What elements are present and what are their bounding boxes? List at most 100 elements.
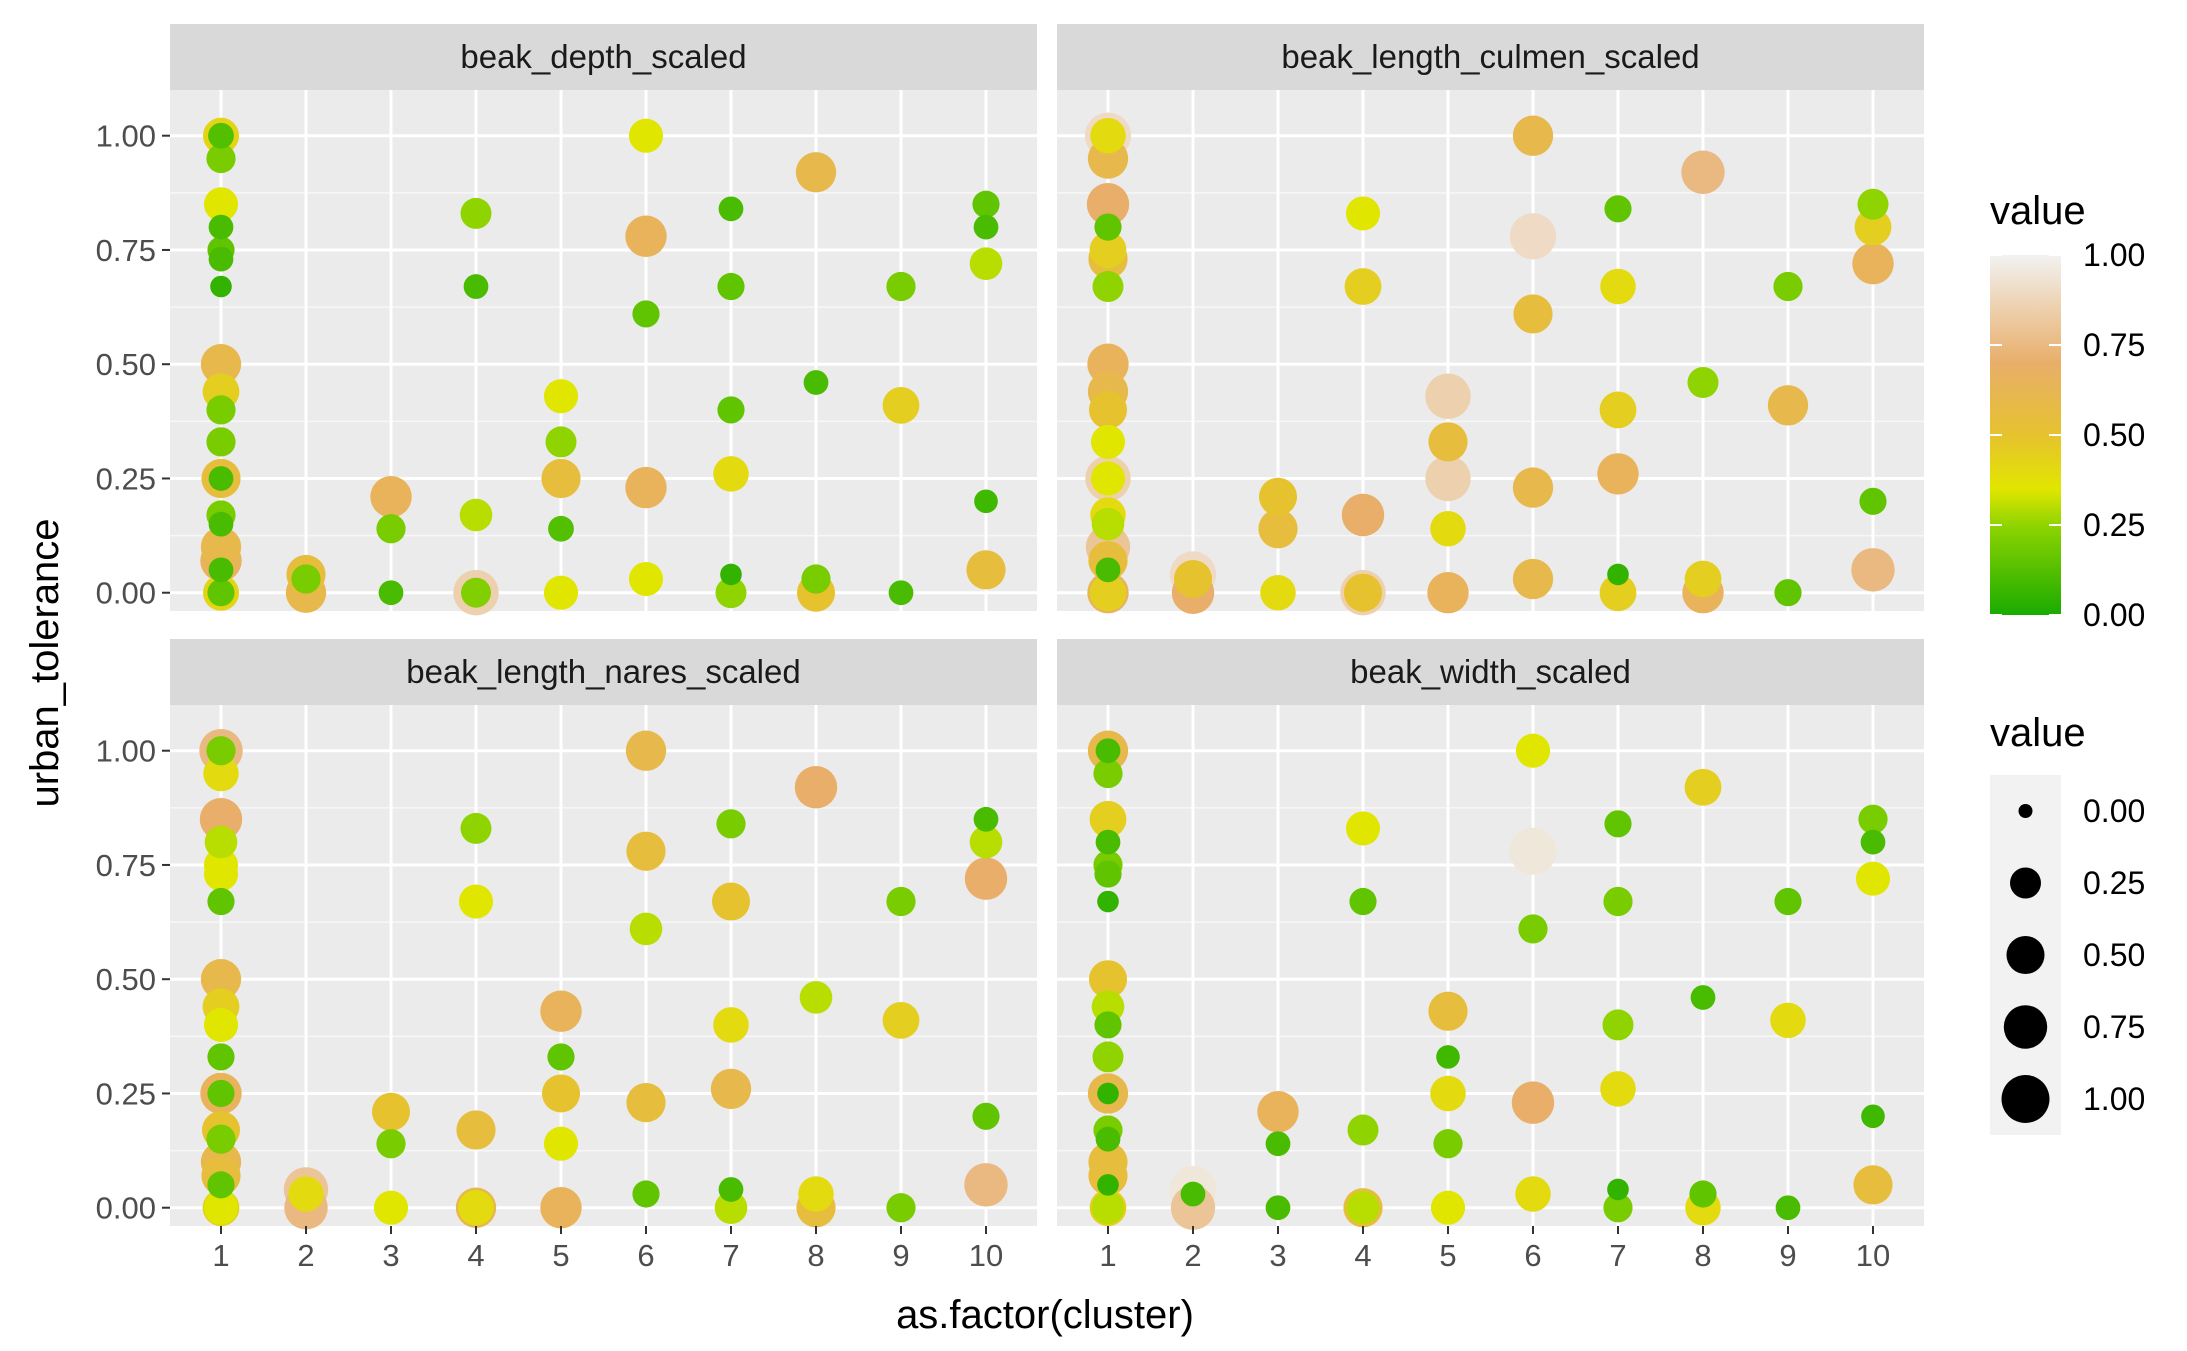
data-point [203, 1007, 239, 1042]
size-legend-label: 1.00 [2083, 1081, 2145, 1117]
data-point [1095, 1126, 1121, 1152]
data-point [1600, 268, 1636, 305]
data-point [1091, 1191, 1125, 1225]
data-point [207, 887, 235, 916]
data-point [1509, 213, 1557, 260]
points-layer [199, 728, 1008, 1230]
data-point [1345, 811, 1381, 846]
facet-panel: beak_width_scaled 1 2 3 4 5 6 7 8 9 10 [1057, 639, 1924, 1273]
data-point [1265, 1131, 1291, 1157]
data-point [715, 577, 747, 609]
y-tick-label: 1.00 [96, 734, 156, 769]
size-legend-point [2006, 935, 2045, 975]
data-point [1857, 188, 1889, 220]
x-tick-label: 7 [1609, 1238, 1626, 1273]
data-point [203, 187, 239, 222]
data-point [1091, 507, 1125, 541]
data-point [795, 152, 837, 193]
color-legend-title: value [1990, 189, 2086, 233]
size-legend-point [2018, 804, 2033, 818]
data-point [207, 1079, 235, 1108]
facet-strip [170, 639, 1037, 705]
data-point [543, 575, 579, 610]
data-point [973, 214, 999, 240]
data-point [1345, 196, 1381, 231]
size-legend-title: value [1990, 711, 2086, 755]
x-tick-label: 2 [1184, 1238, 1201, 1273]
y-tick-label: 0.50 [96, 347, 156, 382]
data-point [1773, 271, 1803, 302]
data-point [203, 857, 239, 892]
x-tick-label: 2 [297, 1238, 314, 1273]
data-point [1095, 738, 1121, 764]
data-point [629, 912, 663, 946]
data-point [1095, 557, 1121, 583]
facet-panel: beak_depth_scaled 0.00 0.25 0.50 0.75 1.00 [96, 24, 1037, 616]
y-axis-title: urban_tolerance [23, 518, 67, 807]
plot-background [170, 705, 1037, 1226]
data-point [1257, 1091, 1299, 1133]
data-point [1775, 1195, 1801, 1221]
data-point [1774, 887, 1802, 916]
data-point [291, 564, 321, 594]
data-point [1684, 768, 1722, 806]
data-point [886, 1193, 916, 1223]
data-point [1602, 1009, 1634, 1041]
data-point [794, 766, 838, 809]
x-tick-label: 5 [1439, 1238, 1456, 1273]
facet-strip [170, 24, 1037, 90]
x-tick-label: 1 [1099, 1238, 1116, 1273]
data-point [1258, 477, 1298, 516]
data-point [1428, 991, 1468, 1031]
data-point [1430, 1075, 1466, 1112]
data-point [200, 959, 242, 1000]
data-point [626, 831, 666, 871]
data-point [458, 1189, 494, 1226]
data-point [458, 884, 494, 919]
data-point [543, 379, 579, 414]
size-legend-label: 0.00 [2083, 793, 2145, 829]
x-tick-label: 3 [382, 1238, 399, 1273]
data-point [1344, 268, 1382, 305]
data-point [548, 515, 574, 542]
data-point [1090, 461, 1126, 496]
data-point [1430, 1190, 1466, 1225]
x-tick-label: 8 [807, 1238, 824, 1273]
data-point [1088, 390, 1128, 429]
data-point [1861, 1104, 1885, 1129]
size-legend-point [2010, 867, 2041, 899]
y-tick-label: 1.00 [96, 119, 156, 154]
data-point [1433, 1129, 1463, 1159]
data-point [1512, 558, 1554, 600]
data-point [1687, 366, 1719, 398]
data-point [1607, 1178, 1629, 1201]
data-point [1681, 150, 1725, 194]
data-point [1265, 1195, 1291, 1221]
data-point [1425, 455, 1471, 502]
data-point [541, 458, 581, 499]
data-point [206, 1124, 236, 1154]
y-tick-label: 0.00 [96, 576, 156, 611]
data-point [720, 563, 742, 586]
data-point [288, 1176, 324, 1212]
data-point [1509, 827, 1557, 875]
data-point [1604, 195, 1632, 223]
data-point [1511, 1081, 1555, 1124]
x-tick-label: 4 [1354, 1238, 1371, 1273]
x-tick-label: 8 [1694, 1238, 1711, 1273]
data-point [964, 857, 1008, 900]
data-point [1349, 887, 1377, 916]
color-legend-label: 0.50 [2083, 417, 2145, 453]
data-point [1428, 422, 1468, 462]
data-point [1774, 579, 1802, 607]
data-point [1086, 183, 1130, 226]
x-tick-label: 3 [1269, 1238, 1286, 1273]
data-point [969, 247, 1003, 280]
data-point [1089, 574, 1127, 612]
data-point [632, 1180, 660, 1208]
data-point [714, 1191, 748, 1225]
data-point [632, 300, 660, 328]
data-point [1092, 271, 1124, 303]
data-point [207, 579, 235, 607]
data-point [1427, 572, 1469, 614]
